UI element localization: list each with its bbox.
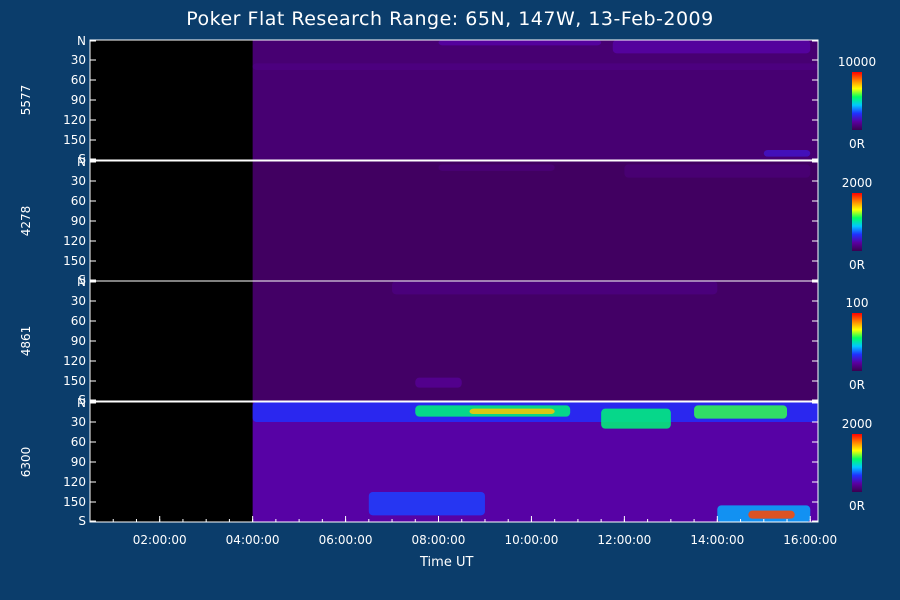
y-tick-label: 30 (71, 174, 86, 188)
panel-4861-scale-min: 0R (849, 378, 865, 392)
y-tick-label: 30 (71, 415, 86, 429)
panel-6300-emission (601, 408, 671, 429)
panel-4278-colorbar (852, 193, 862, 251)
panel-6300-emission (748, 510, 795, 519)
y-tick-label: S (78, 152, 86, 166)
panel-5577-emission (763, 150, 811, 157)
x-tick-label: 06:00:00 (319, 533, 373, 547)
y-tick-label: 60 (71, 435, 86, 449)
panel-6300-emission (368, 492, 485, 516)
panel-4278-label: 4278 (19, 206, 33, 237)
x-tick-label: 14:00:00 (690, 533, 744, 547)
y-tick-label: 60 (71, 73, 86, 87)
y-tick-label: 90 (71, 334, 86, 348)
panel-6300-scale-max: 2000 (842, 417, 873, 431)
x-tick-label: 02:00:00 (133, 533, 187, 547)
x-tick-label: 16:00:00 (783, 533, 837, 547)
y-tick-label: 30 (71, 294, 86, 308)
panel-4278-scale-max: 2000 (842, 176, 873, 190)
y-tick-label: 150 (63, 495, 86, 509)
panel-5577-label: 5577 (19, 85, 33, 116)
panel-4278-emission (438, 164, 555, 171)
y-tick-label: 150 (63, 254, 86, 268)
panel-6300-scale-min: 0R (849, 499, 865, 513)
x-axis-label: Time UT (420, 555, 474, 570)
y-tick-label: 90 (71, 455, 86, 469)
panel-4278-scale-min: 0R (849, 258, 865, 272)
y-tick-label: 120 (63, 354, 86, 368)
chart-title: Poker Flat Research Range: 65N, 147W, 13… (186, 8, 714, 30)
y-tick-label: 120 (63, 113, 86, 127)
y-tick-label: S (78, 273, 86, 287)
panel-5577-scale-min: 0R (849, 137, 865, 151)
panel-5577-emission (252, 40, 818, 160)
x-tick-label: 08:00:00 (412, 533, 466, 547)
y-tick-label: N (77, 155, 86, 169)
panel-6300-emission (469, 408, 555, 414)
panel-4861-emission (252, 281, 818, 401)
panel-4861-scale-max: 100 (846, 296, 869, 310)
panel-4278-emission (252, 161, 818, 281)
panel-4861-label: 4861 (19, 326, 33, 357)
y-tick-label: 120 (63, 234, 86, 248)
panel-4861-emission (415, 377, 462, 388)
y-tick-label: 60 (71, 314, 86, 328)
y-tick-label: S (78, 393, 86, 407)
panel-6300-emission (694, 405, 788, 419)
y-tick-label: N (77, 275, 86, 289)
y-tick-label: 120 (63, 475, 86, 489)
x-tick-label: 04:00:00 (226, 533, 280, 547)
panel-5577-emission (438, 40, 602, 46)
x-tick-label: 10:00:00 (504, 533, 558, 547)
panel-5577-colorbar (852, 72, 862, 130)
y-tick-label: 150 (63, 133, 86, 147)
panel-6300-colorbar (852, 434, 862, 492)
panel-5577-emission (612, 40, 811, 54)
panel-4278-emission (624, 164, 811, 178)
y-tick-label: 90 (71, 214, 86, 228)
panel-4861-colorbar (852, 313, 862, 371)
y-tick-label: N (77, 34, 86, 48)
panel-6300-label: 6300 (19, 447, 33, 478)
y-tick-label: 30 (71, 53, 86, 67)
y-tick-label: N (77, 396, 86, 410)
y-tick-label: 90 (71, 93, 86, 107)
panel-5577-scale-max: 10000 (838, 55, 876, 69)
y-tick-label: S (78, 514, 86, 528)
y-tick-label: 60 (71, 194, 86, 208)
y-tick-label: 150 (63, 374, 86, 388)
panel-4861-emission (392, 281, 718, 295)
panel-5577-emission (252, 63, 818, 70)
x-tick-label: 12:00:00 (597, 533, 651, 547)
